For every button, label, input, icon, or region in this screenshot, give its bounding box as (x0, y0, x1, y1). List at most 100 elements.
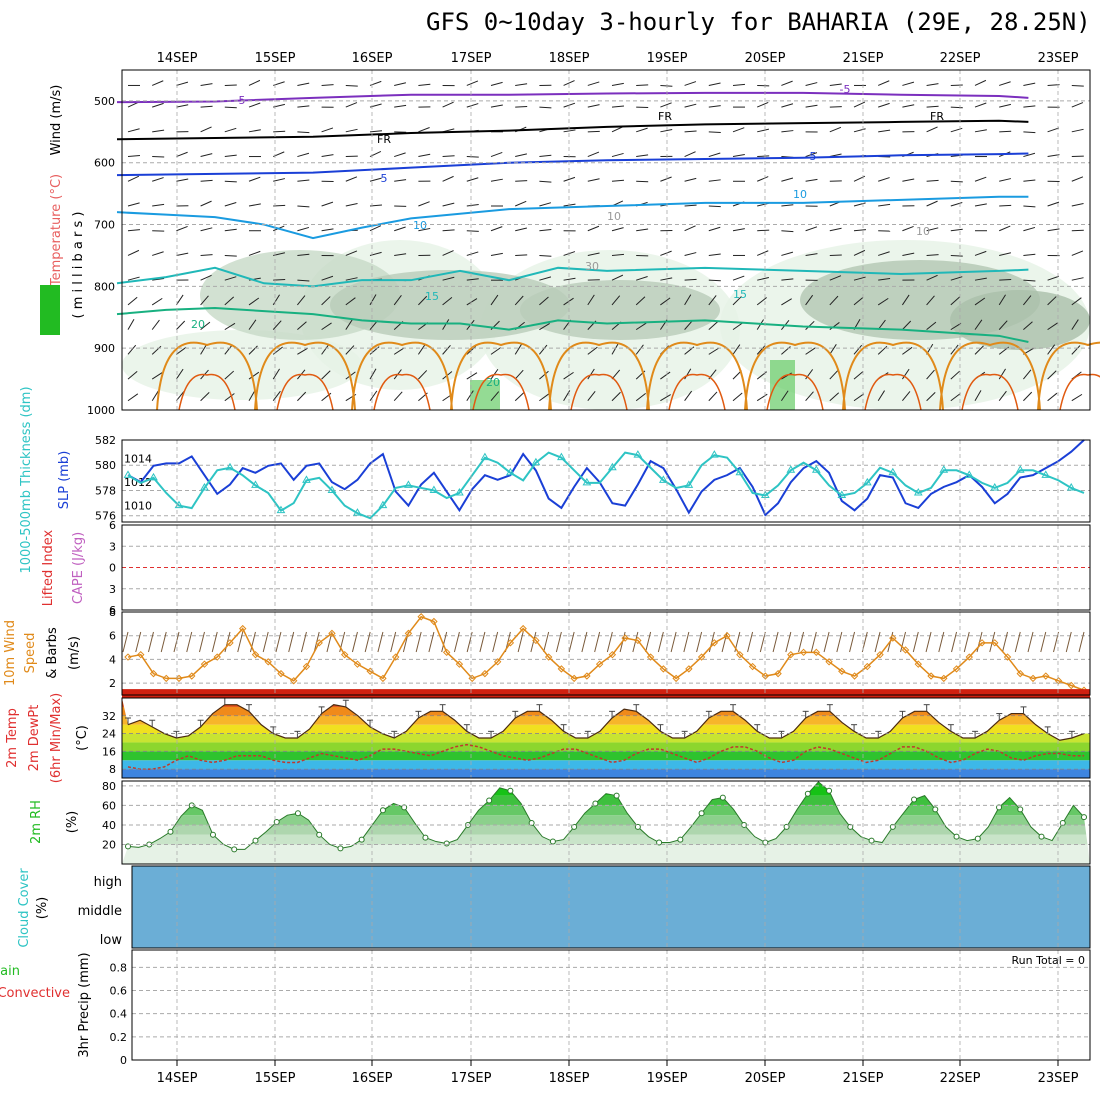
date-label-bottom: 19SEP (647, 1071, 688, 1086)
wind-barb (321, 127, 334, 133)
rh-marker (358, 836, 365, 843)
wind-barb (926, 295, 935, 306)
wind-barb (490, 294, 499, 306)
wind-barb (466, 390, 474, 401)
date-label-bottom: 21SEP (843, 1071, 884, 1086)
ylabel-wind-3: (m/s) (67, 636, 82, 670)
wind-speed-marker (570, 674, 578, 683)
wind-barb (781, 80, 793, 86)
wind-barb (926, 179, 939, 182)
wind-barb (345, 128, 358, 133)
temp-contour-25 (646, 341, 748, 411)
wind-barb (442, 202, 455, 207)
wind-barb (539, 180, 552, 183)
wind-speed-marker (162, 674, 170, 683)
rh-marker (528, 819, 535, 826)
wind-barb-10m (581, 631, 588, 653)
wind-barb (539, 228, 552, 232)
temp-contour-25 (744, 341, 846, 411)
wind-barb (321, 84, 334, 86)
wind-barb (805, 82, 818, 86)
wind-barb (1071, 345, 1081, 355)
wind-barb (321, 228, 334, 232)
wind-barb (805, 347, 816, 355)
wind-barb (878, 102, 890, 108)
wind-barb (127, 318, 135, 330)
rh-marker (379, 807, 386, 814)
wind-barb (732, 228, 745, 232)
temp-contour-25 (939, 341, 1041, 411)
wind-barb (1047, 322, 1058, 331)
thickness-marker (939, 465, 949, 473)
wind-barb (853, 370, 864, 380)
wind-barb (127, 296, 138, 306)
rh-marker (804, 790, 811, 797)
wind-barb (515, 200, 527, 207)
wind-speed-marker (442, 648, 451, 657)
thickness-marker (123, 470, 133, 478)
wind-barb (539, 370, 549, 380)
wind-barb (176, 346, 187, 355)
wind-barb (200, 105, 213, 108)
thickness-marker (378, 500, 388, 509)
wind-barb (321, 344, 330, 355)
wind-barb (176, 81, 189, 86)
wind-barb (175, 368, 184, 380)
isotherm-FR (116, 119, 1029, 141)
wind-barb (369, 130, 382, 133)
wind-speed-marker (799, 648, 808, 657)
wind-barb (490, 151, 503, 158)
wind-barb (539, 106, 552, 109)
wind-barb (611, 152, 624, 158)
wind-barb (1071, 128, 1084, 133)
panel-frame (121, 439, 1091, 523)
wind-speed-marker (404, 629, 413, 638)
wind-barb (902, 104, 915, 108)
thickness-marker (582, 477, 592, 486)
wind-barb (974, 277, 987, 281)
wind-barb (853, 296, 864, 306)
wind-barb (1071, 203, 1084, 207)
wind-speed-marker (468, 674, 476, 683)
wind-barb (611, 105, 624, 108)
wind-barb (684, 81, 697, 86)
wind-barb-10m (148, 631, 154, 653)
ytick-precip: 0.2 (110, 1031, 128, 1044)
date-label-bottom: 23SEP (1038, 1071, 1079, 1086)
ytick-rh: 40 (102, 819, 116, 832)
wind-barb (902, 346, 913, 355)
wind-barb (394, 253, 407, 256)
wind-barb-10m (798, 631, 805, 653)
ytick-upper: 700 (94, 219, 115, 232)
wind-barb (539, 202, 552, 207)
wind-barb (999, 130, 1012, 133)
ytick-wind: 6 (109, 630, 116, 643)
isotherm-15 (116, 266, 1029, 288)
contour-label: FR (658, 110, 672, 123)
temp-contour-25 (351, 341, 453, 411)
wind-speed-marker (646, 653, 655, 661)
wind-barb (999, 81, 1011, 86)
ytick-upper: 1000 (87, 404, 115, 417)
rh-marker (507, 787, 514, 794)
wind-barb-10m (938, 631, 945, 653)
ylabel-slp: SLP (mb) (57, 451, 72, 510)
date-label-bottom: 17SEP (451, 1071, 492, 1086)
wind-barb (418, 295, 428, 306)
wind-barb (708, 279, 721, 282)
temp-contour-25 (842, 341, 944, 411)
thickness-marker (913, 487, 923, 496)
thickness-marker (1041, 470, 1051, 478)
temp-contour-30 (864, 373, 922, 411)
wind-barb (684, 252, 697, 256)
wind-barb (442, 175, 454, 182)
temp-contour-25 (1037, 341, 1100, 411)
wind-speed-marker (557, 665, 566, 673)
wind-barb (781, 177, 794, 182)
wind-barb (974, 345, 984, 355)
temp-band (122, 751, 1090, 761)
wind-speed-marker (1003, 653, 1012, 661)
rh-marker (932, 806, 939, 813)
wind-barb (442, 319, 450, 330)
thickness-marker (302, 475, 311, 483)
